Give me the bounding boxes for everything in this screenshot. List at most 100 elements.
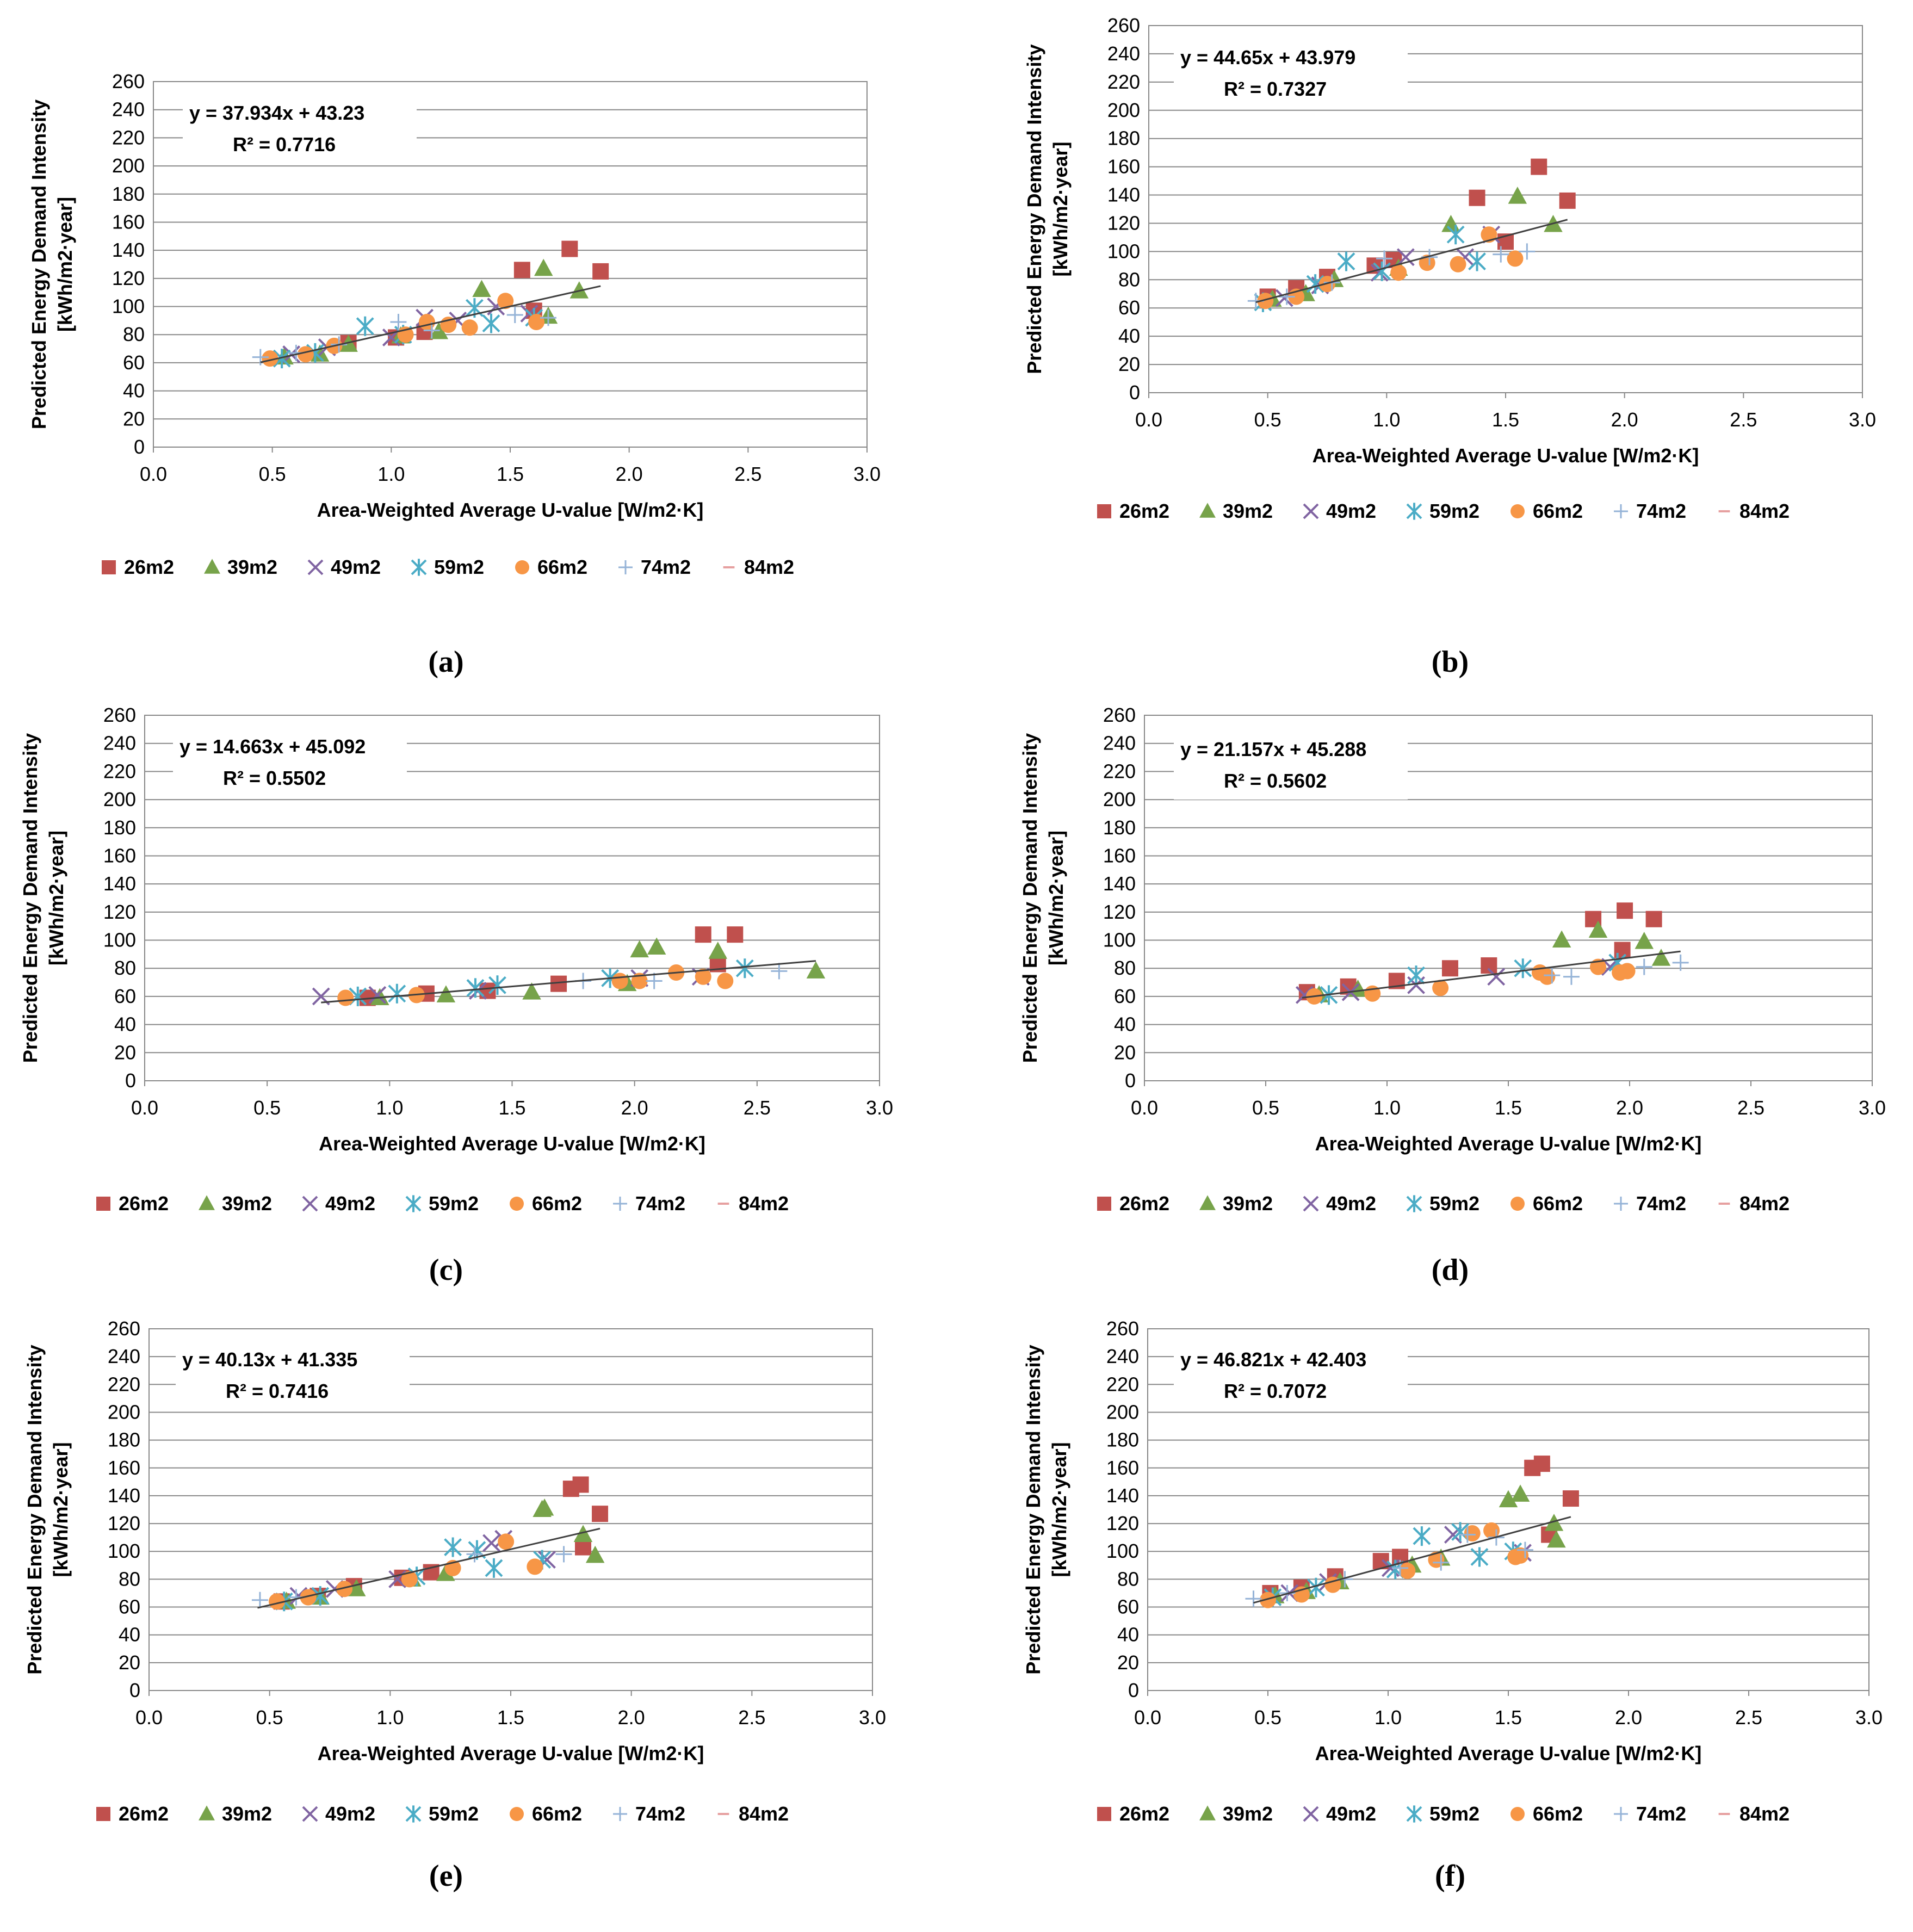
x-tick-label: 0.0 [1135, 408, 1162, 431]
equation-box [1174, 734, 1408, 800]
legend-marker-49m2 [1303, 1196, 1319, 1212]
legend-label: 49m2 [1326, 1192, 1376, 1215]
x-tick-label: 2.0 [618, 1706, 645, 1729]
data-point-59m2 [482, 313, 500, 333]
legend-marker-39m2 [1199, 1805, 1216, 1820]
trendline [1255, 219, 1568, 304]
legend-marker-59m2 [405, 1805, 422, 1823]
trendline [1253, 1516, 1571, 1604]
data-point-74m2 [390, 313, 407, 330]
legend-label: 59m2 [429, 1192, 479, 1215]
data-point-26m2 [1481, 957, 1497, 974]
y-tick-label: 200 [112, 154, 145, 177]
y-tick-label: 140 [108, 1484, 140, 1507]
y-tick-label: 60 [119, 1596, 140, 1618]
y-tick-label: 80 [1114, 957, 1136, 979]
legend-marker-66m2 [1510, 504, 1525, 518]
data-point-74m2 [555, 1546, 572, 1563]
legend-label: 84m2 [739, 1192, 789, 1215]
x-tick-label: 3.0 [859, 1706, 886, 1729]
data-point-59m2 [1514, 958, 1532, 979]
equation-box [1174, 42, 1408, 108]
data-point-66m2 [461, 319, 478, 336]
y-tick-label: 160 [1103, 844, 1136, 866]
legend-label: 49m2 [325, 1803, 375, 1825]
x-tick-label: 2.5 [1735, 1706, 1762, 1729]
data-point-39m2 [472, 280, 491, 298]
legend-marker-39m2 [199, 1805, 215, 1820]
legend-marker-39m2 [204, 559, 220, 574]
x-tick-label: 0.0 [140, 463, 167, 485]
x-axis-title: Area-Weighted Average U-value [W/m2·K] [1315, 1742, 1702, 1764]
legend-label: 74m2 [635, 1803, 685, 1825]
y-tick-label: 40 [1118, 325, 1140, 347]
data-point-39m2 [534, 258, 553, 276]
y-tick-label: 60 [123, 351, 145, 374]
y-tick-label: 240 [103, 732, 136, 754]
x-tick-label: 0.5 [1254, 1706, 1281, 1729]
legend-marker-66m2 [1510, 1197, 1525, 1211]
y-tick-label: 240 [1106, 1345, 1139, 1367]
data-point-26m2 [561, 240, 578, 257]
data-point-39m2 [573, 1525, 593, 1543]
data-point-74m2 [1672, 954, 1689, 971]
data-point-74m2 [646, 973, 663, 989]
data-point-66m2 [1432, 980, 1449, 996]
data-point-39m2 [1348, 980, 1367, 997]
legend-marker-59m2 [405, 1195, 422, 1212]
x-tick-label: 1.0 [1373, 1097, 1401, 1119]
x-tick-label: 1.5 [497, 463, 524, 485]
x-tick-label: 3.0 [853, 463, 881, 485]
legend-label: 66m2 [1533, 1192, 1583, 1215]
data-point-66m2 [611, 973, 628, 989]
legend-label: 59m2 [1429, 500, 1479, 522]
data-point-26m2 [1441, 960, 1458, 977]
y-tick-label: 140 [112, 239, 145, 261]
data-point-74m2 [423, 322, 440, 339]
legend-label: 39m2 [222, 1192, 272, 1215]
y-tick-label: 60 [1117, 1596, 1139, 1618]
data-point-26m2 [1531, 158, 1547, 175]
data-point-49m2 [1487, 968, 1506, 986]
x-tick-label: 0.5 [253, 1097, 281, 1119]
y-tick-label: 100 [112, 295, 145, 318]
data-point-26m2 [695, 926, 711, 943]
legend-label: 66m2 [1533, 1803, 1583, 1825]
data-point-66m2 [268, 1593, 285, 1610]
data-point-26m2 [592, 1506, 609, 1522]
data-point-59m2 [1337, 251, 1355, 271]
y-tick-label: 120 [103, 901, 136, 923]
trendline-equation: y = 21.157x + 45.288 [1180, 738, 1366, 760]
legend-label: 66m2 [1533, 500, 1583, 522]
x-tick-label: 1.5 [1495, 1706, 1522, 1729]
data-point-59m2 [488, 975, 506, 995]
y-axis-title: Predicted Energy Demand Intensity [19, 733, 41, 1063]
y-tick-label: 220 [1107, 71, 1140, 93]
x-tick-label: 2.5 [744, 1097, 771, 1119]
data-point-26m2 [1645, 911, 1662, 927]
legend-marker-74m2 [1614, 504, 1628, 518]
data-point-49m2 [1396, 248, 1415, 267]
data-point-74m2 [1433, 1554, 1450, 1571]
legend-label: 39m2 [1223, 500, 1273, 522]
data-point-74m2 [466, 1546, 483, 1563]
data-point-59m2 [273, 349, 291, 369]
data-point-49m2 [482, 1534, 500, 1552]
legend-marker-74m2 [613, 1197, 627, 1211]
data-point-39m2 [1552, 930, 1571, 948]
x-tick-label: 2.0 [1615, 1706, 1642, 1729]
data-point-74m2 [1544, 967, 1561, 984]
data-point-39m2 [1651, 949, 1671, 966]
y-axis-title-units: [kWh/m2·year] [45, 831, 67, 965]
y-tick-label: 260 [1106, 1317, 1139, 1340]
data-point-74m2 [1459, 1526, 1476, 1543]
x-tick-label: 1.5 [497, 1706, 524, 1729]
y-tick-label: 200 [1107, 99, 1140, 121]
legend-marker-74m2 [1614, 1197, 1628, 1211]
x-tick-label: 1.0 [1375, 1706, 1402, 1729]
data-point-59m2 [444, 1537, 462, 1557]
x-tick-label: 1.0 [376, 1097, 403, 1119]
x-axis-title: Area-Weighted Average U-value [W/m2·K] [1313, 444, 1699, 467]
data-point-74m2 [1493, 246, 1509, 263]
legend-marker-26m2 [1097, 1807, 1111, 1821]
